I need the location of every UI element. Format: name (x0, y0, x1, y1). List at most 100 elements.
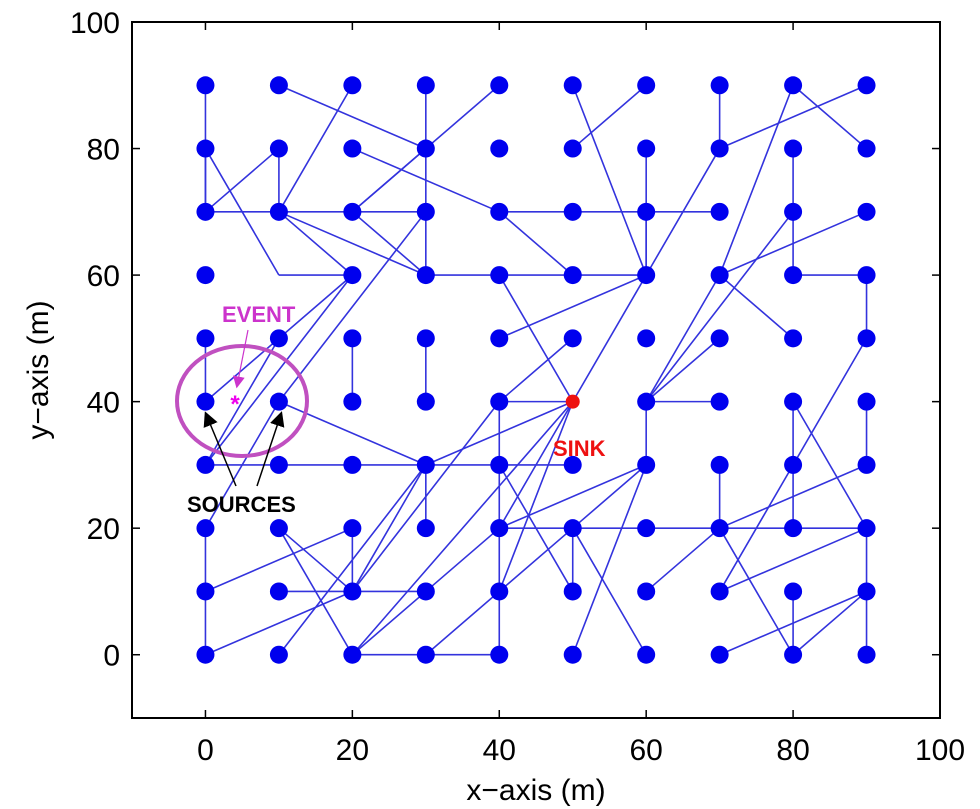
sensor-node (784, 392, 803, 411)
network-link (351, 401, 500, 592)
sensor-node (343, 645, 362, 664)
x-tick-label: 20 (336, 734, 369, 767)
sensor-node (269, 329, 288, 348)
network-link (498, 337, 574, 403)
network-link (645, 527, 721, 593)
sensor-node (490, 139, 509, 158)
sensor-node (784, 329, 803, 348)
sensor-node (196, 455, 215, 474)
sensor-node (196, 266, 215, 285)
event-region-circle (175, 344, 309, 458)
network-link (572, 274, 647, 403)
y-tick-label: 80 (87, 134, 120, 167)
sensor-node (857, 329, 876, 348)
event-arrow (232, 329, 249, 389)
source-arrow-right (256, 411, 285, 487)
network-link (204, 401, 280, 529)
sensor-node (563, 202, 582, 221)
sensor-node (784, 582, 803, 601)
event-marker: * (230, 391, 240, 418)
sensor-node (269, 76, 288, 95)
sensor-node (637, 266, 656, 285)
network-link (204, 274, 353, 466)
sensor-node (343, 519, 362, 538)
sensor-node (490, 266, 509, 285)
network-link (572, 84, 647, 150)
sensor-node (710, 202, 729, 221)
network-link (718, 84, 794, 276)
y-axis-title: y−axis (m) (22, 300, 55, 439)
x-axis-title: x−axis (m) (466, 774, 605, 807)
sensor-node (857, 582, 876, 601)
sensor-node (563, 582, 582, 601)
network-link (278, 84, 427, 150)
network-link (792, 84, 868, 150)
sensor-node (416, 329, 435, 348)
sensor-node (784, 76, 803, 95)
network-link (719, 211, 867, 276)
network-link (498, 464, 647, 529)
sensor-node (784, 645, 803, 664)
network-link (498, 211, 574, 276)
sensor-node (490, 392, 509, 411)
sensor-node (784, 202, 803, 221)
network-link (278, 464, 427, 656)
network-link (351, 590, 427, 656)
sensor-node (563, 329, 582, 348)
network-link (571, 84, 647, 276)
sensor-node (563, 645, 582, 664)
sensor-node (784, 519, 803, 538)
x-tick-label: 0 (197, 734, 214, 767)
x-axis-ticks: 0 20 40 60 80 100 (197, 22, 965, 767)
sensor-node (637, 76, 656, 95)
network-link (351, 401, 574, 656)
network-link (278, 211, 427, 276)
sensor-node (416, 519, 435, 538)
sensor-node (857, 392, 876, 411)
x-tick-label: 100 (915, 734, 965, 767)
sensor-node (196, 329, 215, 348)
sensor-node (857, 266, 876, 285)
network-link (498, 401, 574, 592)
sensor-node (343, 329, 362, 348)
network-link (645, 274, 721, 403)
network-link (278, 527, 353, 593)
sensor-node (196, 392, 215, 411)
network-link (719, 274, 794, 339)
sensor-node (857, 519, 876, 538)
sink-label: SINK (553, 436, 606, 461)
network-link (645, 211, 794, 403)
sensor-node (196, 202, 215, 221)
x-tick-label: 40 (483, 734, 516, 767)
sensor-node (196, 76, 215, 95)
sensor-node (269, 455, 288, 474)
sensor-node (637, 645, 656, 664)
sensor-node (490, 202, 509, 221)
sensor-node (710, 266, 729, 285)
sensor-node (416, 202, 435, 221)
sensor-node (196, 645, 215, 664)
event-label: EVENT (222, 302, 296, 327)
sensor-node (857, 76, 876, 95)
y-tick-label: 20 (87, 513, 120, 546)
sensor-node (784, 455, 803, 474)
sensor-node (490, 519, 509, 538)
sensor-node (857, 645, 876, 664)
network-link (425, 527, 500, 593)
network-link (645, 337, 721, 403)
sensor-node (269, 519, 288, 538)
network-link (718, 527, 794, 656)
sensor-node (637, 582, 656, 601)
annotations: EVENT * SINK SOURCES (175, 302, 606, 517)
network-link (498, 274, 574, 403)
sensor-node (269, 202, 288, 221)
sensor-node (416, 139, 435, 158)
sensor-node (196, 582, 215, 601)
y-tick-label: 0 (103, 640, 120, 673)
network-link (278, 211, 427, 403)
x-tick-label: 80 (776, 734, 809, 767)
sensor-node (637, 519, 656, 538)
network-link (205, 527, 353, 593)
sensor-node (637, 329, 656, 348)
plot-area-frame (131, 21, 941, 719)
